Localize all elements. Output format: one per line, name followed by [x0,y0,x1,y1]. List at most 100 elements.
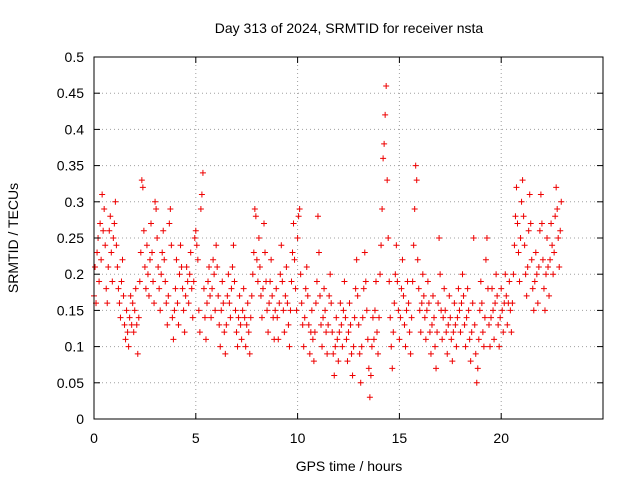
data-point [138,177,145,184]
data-point [305,321,312,328]
data-point [120,292,127,299]
data-point [139,184,146,191]
data-point [525,227,532,234]
data-point [362,278,369,285]
data-point [281,329,288,336]
data-point [94,249,101,256]
data-point [355,321,362,328]
data-point [527,220,534,227]
y-tick-label: 0.2 [65,266,85,282]
data-point [111,220,118,227]
data-point [359,314,366,321]
gridlines [94,57,603,419]
data-point [100,227,107,234]
data-point [234,343,241,350]
data-point [215,292,222,299]
data-point [347,321,354,328]
data-point [536,227,543,234]
data-point [330,350,337,357]
data-point [327,271,334,278]
data-point [522,271,529,278]
data-point [510,271,517,278]
x-tick-label: 20 [493,430,509,446]
data-point [259,285,266,292]
data-point [335,358,342,365]
data-point [474,365,481,372]
data-point [468,329,475,336]
data-point [184,278,191,285]
data-point [542,271,549,278]
data-point [503,292,510,299]
data-point [276,300,283,307]
data-point [246,350,253,357]
data-point [548,220,555,227]
data-point [502,271,509,278]
data-point [435,300,442,307]
data-point [416,307,423,314]
data-point [242,343,249,350]
data-point [144,271,151,278]
data-point [524,263,531,270]
data-point [513,184,520,191]
data-point [366,394,373,401]
data-point [113,242,120,249]
data-point [295,213,302,220]
data-point [475,336,482,343]
data-point [136,278,143,285]
data-point [216,321,223,328]
data-point [333,314,340,321]
data-point [303,263,310,270]
data-point [319,343,326,350]
data-point [135,314,142,321]
data-point [311,329,318,336]
data-point [485,321,492,328]
data-point [506,278,513,285]
data-point [159,249,166,256]
data-point [380,155,387,162]
data-point [444,350,451,357]
data-point [143,242,150,249]
data-point [185,300,192,307]
data-point [389,365,396,372]
data-point [520,213,527,220]
data-point [530,307,537,314]
data-point [512,213,519,220]
data-point [264,307,271,314]
data-point [521,242,528,249]
data-point [529,285,536,292]
data-point [279,278,286,285]
data-point [126,314,133,321]
data-point [247,314,254,321]
data-point [131,307,138,314]
data-point [129,300,136,307]
data-point [104,300,111,307]
data-point [292,285,299,292]
data-point [507,307,514,314]
data-point [426,329,433,336]
data-point [97,220,104,227]
data-point [145,292,152,299]
data-point [206,263,213,270]
data-point [299,321,306,328]
data-point [203,300,210,307]
data-point [466,336,473,343]
data-point [324,350,331,357]
x-axis-label: GPS time / hours [296,458,403,474]
data-point [450,329,457,336]
data-point [252,213,259,220]
data-point [406,329,413,336]
data-point [329,329,336,336]
data-point [493,271,500,278]
data-point [265,329,272,336]
data-point [414,256,421,263]
data-point [459,271,466,278]
data-point [156,285,163,292]
data-point [382,111,389,118]
data-point [460,292,467,299]
data-point [498,285,505,292]
data-point [556,263,563,270]
x-tick-label: 10 [290,430,306,446]
data-point [237,321,244,328]
data-point [272,307,279,314]
data-point [504,321,511,328]
